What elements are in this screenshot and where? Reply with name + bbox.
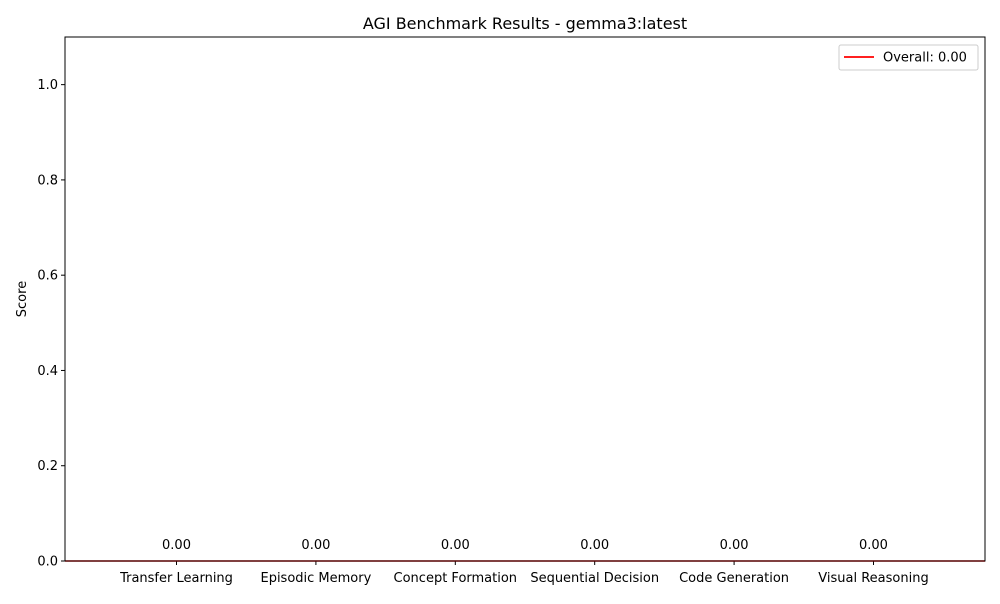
data-label: 0.00 <box>301 538 330 553</box>
legend: Overall: 0.00 <box>838 44 979 71</box>
legend-frame <box>838 44 979 71</box>
x-tick-label: Transfer Learning <box>119 571 233 586</box>
x-tick-label: Sequential Decision <box>530 571 659 586</box>
y-tick-label: 0.2 <box>37 459 58 474</box>
data-label: 0.00 <box>441 538 470 553</box>
data-label: 0.00 <box>580 538 609 553</box>
y-tick-label: 1.0 <box>37 78 58 93</box>
y-tick-label: 0.4 <box>37 364 58 379</box>
y-axis-label: Score <box>15 281 30 317</box>
data-label: 0.00 <box>720 538 749 553</box>
x-tick-label: Visual Reasoning <box>818 571 928 586</box>
data-label: 0.00 <box>859 538 888 553</box>
plot-area: 0.0 0.2 0.4 0.6 0.8 1.0 Transfer Learning 0.00 E… <box>37 36 986 586</box>
axes-frame <box>64 36 986 562</box>
chart-title: AGI Benchmark Results - gemma3:latest <box>363 14 687 33</box>
x-tick-label: Concept Formation <box>394 571 518 586</box>
y-tick-label: 0.8 <box>37 173 58 188</box>
data-label: 0.00 <box>162 538 191 553</box>
legend-label: Overall: 0.00 <box>883 51 967 66</box>
y-tick-label: 0.6 <box>37 269 58 284</box>
x-tick-label: Code Generation <box>679 571 789 586</box>
x-tick-label: Episodic Memory <box>260 571 371 586</box>
y-tick-label: 0.0 <box>37 555 58 570</box>
